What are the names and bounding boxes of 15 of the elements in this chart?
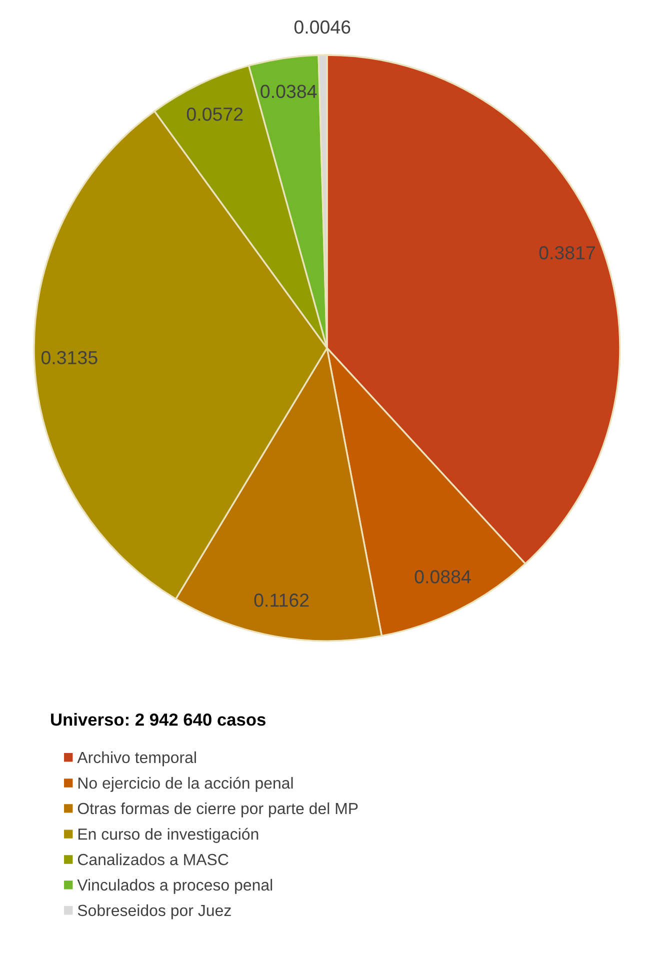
legend-label: Vinculados a proceso penal <box>77 878 272 894</box>
data-label: 0.0572 <box>186 108 243 121</box>
data-label: 0.1162 <box>254 594 309 607</box>
legend-label: En curso de investigación <box>78 828 258 843</box>
legend-label: Sobreseidos por Juez <box>78 904 231 920</box>
legend-label: Archivo temporal <box>77 751 196 766</box>
legend-label: No ejercicio de la acción penal <box>78 776 293 792</box>
data-label: 0.0884 <box>414 570 471 584</box>
data-label: 0.0384 <box>260 84 317 98</box>
legend-title: Universo: 2 942 640 casos <box>51 713 266 726</box>
legend-label: Canalizados a MASC <box>78 854 228 866</box>
data-label: 0.0046 <box>294 20 350 34</box>
data-label: 0.3135 <box>41 351 98 364</box>
legend-label: Otras formas de cierre por parte del MP <box>78 802 358 818</box>
data-label: 0.3817 <box>539 246 595 260</box>
